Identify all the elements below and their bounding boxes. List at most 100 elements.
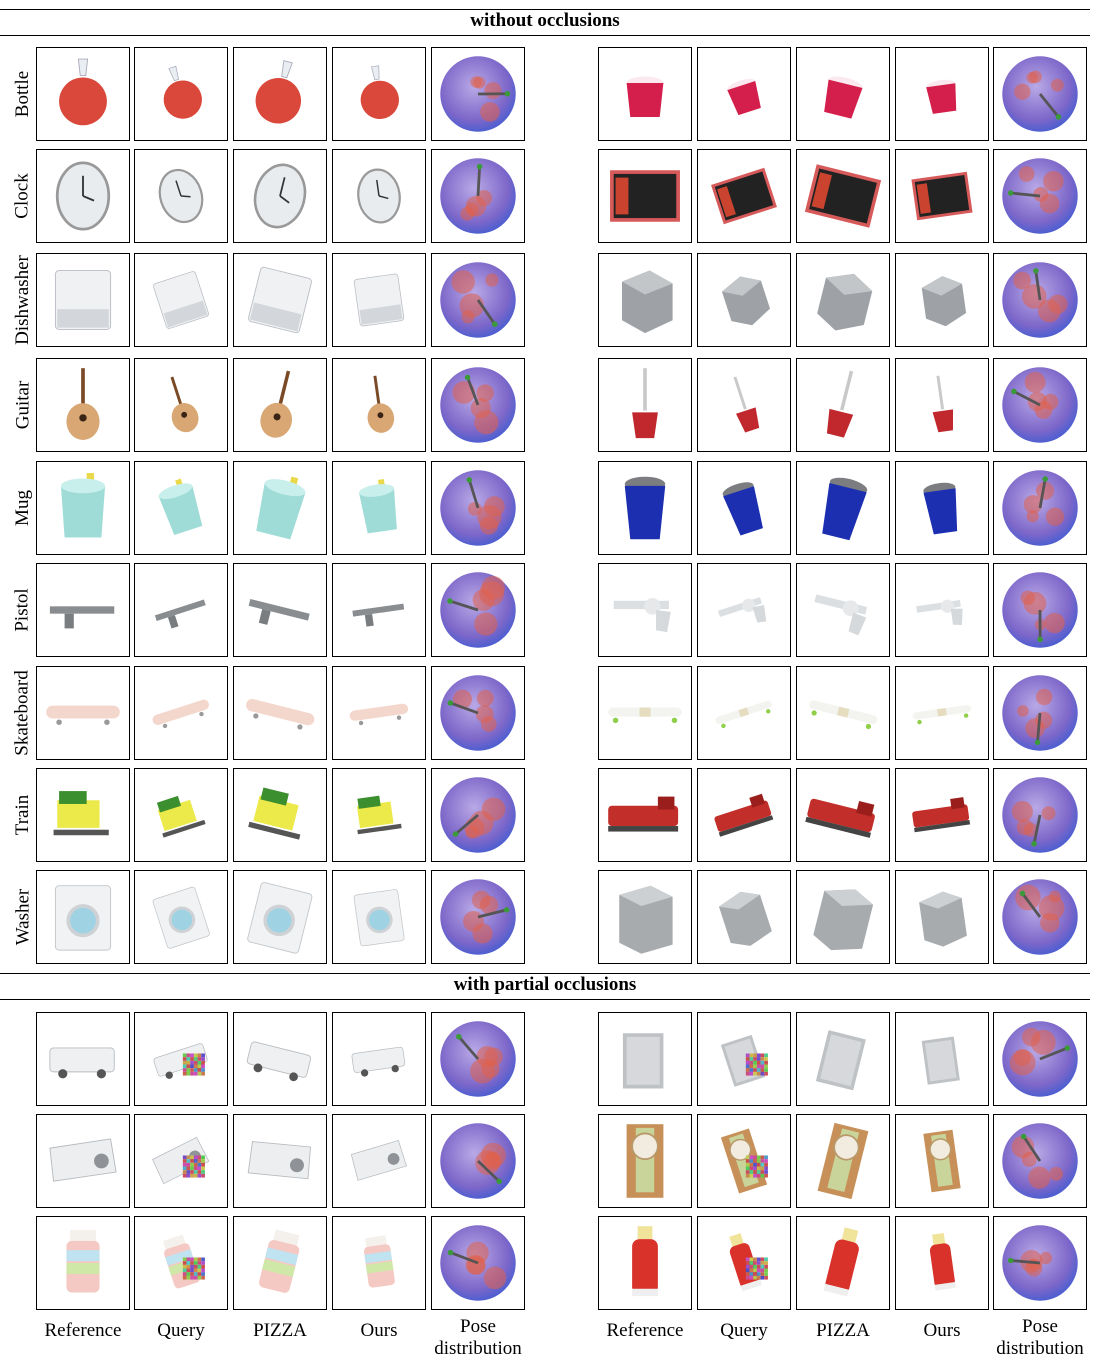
thumbnail-ours xyxy=(895,1216,989,1310)
thumbnail-ours xyxy=(332,563,426,657)
column-label: Pose distribution xyxy=(985,1316,1095,1360)
section-rule xyxy=(0,999,1090,1000)
thumbnail-reference xyxy=(598,47,692,141)
thumbnail-pose-distribution xyxy=(993,666,1087,760)
thumbnail-pose-distribution xyxy=(431,1216,525,1310)
column-label: Query xyxy=(126,1320,236,1342)
thumbnail-query xyxy=(697,563,791,657)
column-label-line: Reference xyxy=(606,1320,684,1341)
top-rule xyxy=(0,9,1090,10)
thumbnail-query xyxy=(134,1012,228,1106)
row-label-text: Skateboard xyxy=(12,670,34,756)
thumbnail-query xyxy=(134,768,228,862)
row-label-text: Train xyxy=(12,794,34,836)
column-label-line: Query xyxy=(720,1320,768,1341)
section-rule xyxy=(0,35,1090,36)
thumbnail-pizza xyxy=(796,563,890,657)
thumbnail-pizza xyxy=(796,253,890,347)
thumbnail-pizza xyxy=(796,47,890,141)
thumbnail-pose-distribution xyxy=(993,149,1087,243)
thumbnail-ours xyxy=(332,1012,426,1106)
row-label-text: Clock xyxy=(12,173,34,219)
thumbnail-ours xyxy=(332,870,426,964)
thumbnail-pose-distribution xyxy=(993,461,1087,555)
row-label-text: Mug xyxy=(12,490,33,526)
thumbnail-reference xyxy=(36,768,130,862)
section-rule xyxy=(0,973,1090,974)
thumbnail-pose-distribution xyxy=(993,253,1087,347)
thumbnail-ours xyxy=(895,768,989,862)
thumbnail-query xyxy=(134,149,228,243)
thumbnail-reference xyxy=(598,1216,692,1310)
thumbnail-query xyxy=(134,461,228,555)
thumbnail-pose-distribution xyxy=(993,1012,1087,1106)
column-label: PIZZA xyxy=(788,1320,898,1342)
thumbnail-pose-distribution xyxy=(993,870,1087,964)
thumbnail-reference xyxy=(598,149,692,243)
thumbnail-query xyxy=(697,1216,791,1310)
thumbnail-ours xyxy=(895,47,989,141)
thumbnail-reference xyxy=(598,358,692,452)
thumbnail-pose-distribution xyxy=(431,1012,525,1106)
thumbnail-pose-distribution xyxy=(431,666,525,760)
thumbnail-query xyxy=(134,47,228,141)
row-label-pistol: Pistol xyxy=(8,563,38,657)
thumbnail-ours xyxy=(895,870,989,964)
thumbnail-query xyxy=(697,358,791,452)
thumbnail-pizza xyxy=(233,358,327,452)
thumbnail-reference xyxy=(36,358,130,452)
section-title-without-occlusions: without occlusions xyxy=(470,10,620,31)
thumbnail-pizza xyxy=(233,768,327,862)
thumbnail-pose-distribution xyxy=(431,1114,525,1208)
row-label-bottle: Bottle xyxy=(8,47,38,141)
thumbnail-pose-distribution xyxy=(431,768,525,862)
thumbnail-pose-distribution xyxy=(431,253,525,347)
thumbnail-ours xyxy=(332,253,426,347)
thumbnail-ours xyxy=(332,1114,426,1208)
column-label-line: Pose xyxy=(1022,1316,1058,1337)
thumbnail-pizza xyxy=(233,1216,327,1310)
thumbnail-pizza xyxy=(796,461,890,555)
row-label-mug: Mug xyxy=(8,461,38,555)
thumbnail-pizza xyxy=(796,1114,890,1208)
thumbnail-ours xyxy=(895,1114,989,1208)
thumbnail-ours xyxy=(895,1012,989,1106)
thumbnail-reference xyxy=(598,666,692,760)
row-label-text: Pistol xyxy=(12,588,33,632)
column-label-line: distribution xyxy=(996,1338,1084,1359)
thumbnail-pizza xyxy=(233,1114,327,1208)
row-label-text: Bottle xyxy=(12,70,34,118)
thumbnail-ours xyxy=(332,768,426,862)
thumbnail-reference xyxy=(598,253,692,347)
thumbnail-ours xyxy=(895,253,989,347)
thumbnail-reference xyxy=(598,461,692,555)
thumbnail-query xyxy=(697,768,791,862)
row-label-skateboard: Skateboard xyxy=(8,666,38,760)
thumbnail-query xyxy=(134,870,228,964)
column-label-line: Ours xyxy=(923,1320,961,1341)
column-label-line: Reference xyxy=(44,1320,122,1341)
column-label: Query xyxy=(689,1320,799,1342)
thumbnail-pizza xyxy=(796,666,890,760)
column-label-line: distribution xyxy=(434,1338,522,1359)
thumbnail-pizza xyxy=(233,666,327,760)
thumbnail-ours xyxy=(332,461,426,555)
thumbnail-reference xyxy=(36,563,130,657)
thumbnail-pose-distribution xyxy=(431,563,525,657)
thumbnail-pose-distribution xyxy=(993,1114,1087,1208)
thumbnail-query xyxy=(697,1012,791,1106)
row-label-text: Dishwasher xyxy=(12,255,34,345)
thumbnail-reference xyxy=(598,1114,692,1208)
thumbnail-pizza xyxy=(233,563,327,657)
thumbnail-reference xyxy=(598,768,692,862)
thumbnail-pizza xyxy=(233,253,327,347)
thumbnail-pizza xyxy=(796,358,890,452)
thumbnail-pose-distribution xyxy=(431,149,525,243)
thumbnail-reference xyxy=(36,461,130,555)
column-label-line: PIZZA xyxy=(816,1320,870,1341)
thumbnail-ours xyxy=(895,563,989,657)
column-label: Ours xyxy=(887,1320,997,1342)
thumbnail-ours xyxy=(332,149,426,243)
row-label-text: Guitar xyxy=(12,380,34,430)
thumbnail-pose-distribution xyxy=(993,1216,1087,1310)
